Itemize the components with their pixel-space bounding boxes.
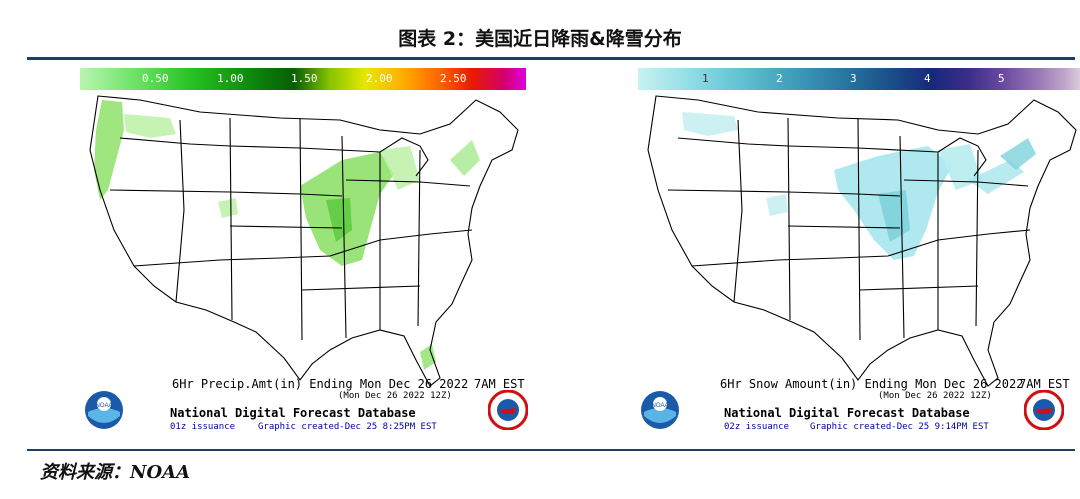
precip-caption-time: 7AM EST xyxy=(474,377,525,391)
precip-map xyxy=(89,95,519,387)
precip-boundaries xyxy=(89,95,519,387)
title-rule xyxy=(27,57,1075,60)
snow-issuance: 02z issuance xyxy=(724,422,790,432)
snow-tick: 3 xyxy=(850,72,857,85)
precip-caption-sub: (Mon Dec 26 2022 12Z) xyxy=(338,391,452,401)
snow-tick: 5 xyxy=(998,72,1005,85)
precip-caption: 6Hr Precip.Amt(in) Ending Mon Dec 26 202… xyxy=(172,377,469,391)
source-label: 资料来源：NOAA xyxy=(40,462,191,483)
nws-logo-icon xyxy=(1024,390,1064,430)
noaa-logo-icon: NOAA xyxy=(641,391,679,429)
snow-map xyxy=(647,95,1077,387)
nws-logo-icon xyxy=(488,390,528,430)
snow-created: Graphic created-Dec 25 9:14PM EST xyxy=(810,422,989,432)
snow-areas xyxy=(682,112,1036,260)
snow-panel: 1 2 3 4 5 6Hr S xyxy=(638,68,1080,440)
precip-panel: 0.50 1.00 1.50 2.00 2.50 xyxy=(80,68,540,440)
precip-tick: 1.00 xyxy=(217,72,244,85)
precip-colorbar xyxy=(80,68,526,90)
snow-caption-sub: (Mon Dec 26 2022 12Z) xyxy=(878,391,992,401)
precip-database: National Digital Forecast Database xyxy=(170,406,416,420)
precip-tick: 2.50 xyxy=(440,72,467,85)
precip-tick: 2.00 xyxy=(366,72,393,85)
precip-created: Graphic created-Dec 25 8:25PM EST xyxy=(258,422,437,432)
snow-tick: 1 xyxy=(702,72,709,85)
noaa-logo-text: NOAA xyxy=(651,403,668,409)
noaa-logo-icon: NOAA xyxy=(85,391,123,429)
noaa-logo-text: NOAA xyxy=(95,403,112,409)
snow-caption-time: 7AM EST xyxy=(1019,377,1070,391)
snow-caption: 6Hr Snow Amount(in) Ending Mon Dec 26 20… xyxy=(720,377,1024,391)
precip-tick: 0.50 xyxy=(142,72,169,85)
page-title: 图表 2：美国近日降雨&降雪分布 xyxy=(398,28,682,50)
precip-tick: 1.50 xyxy=(291,72,318,85)
snow-boundaries xyxy=(647,95,1077,387)
snow-tick: 2 xyxy=(776,72,783,85)
snow-tick: 4 xyxy=(924,72,931,85)
source-rule xyxy=(27,449,1075,451)
precip-issuance: 01z issuance xyxy=(170,422,236,432)
snow-database: National Digital Forecast Database xyxy=(724,406,970,420)
snow-colorbar xyxy=(638,68,1080,90)
